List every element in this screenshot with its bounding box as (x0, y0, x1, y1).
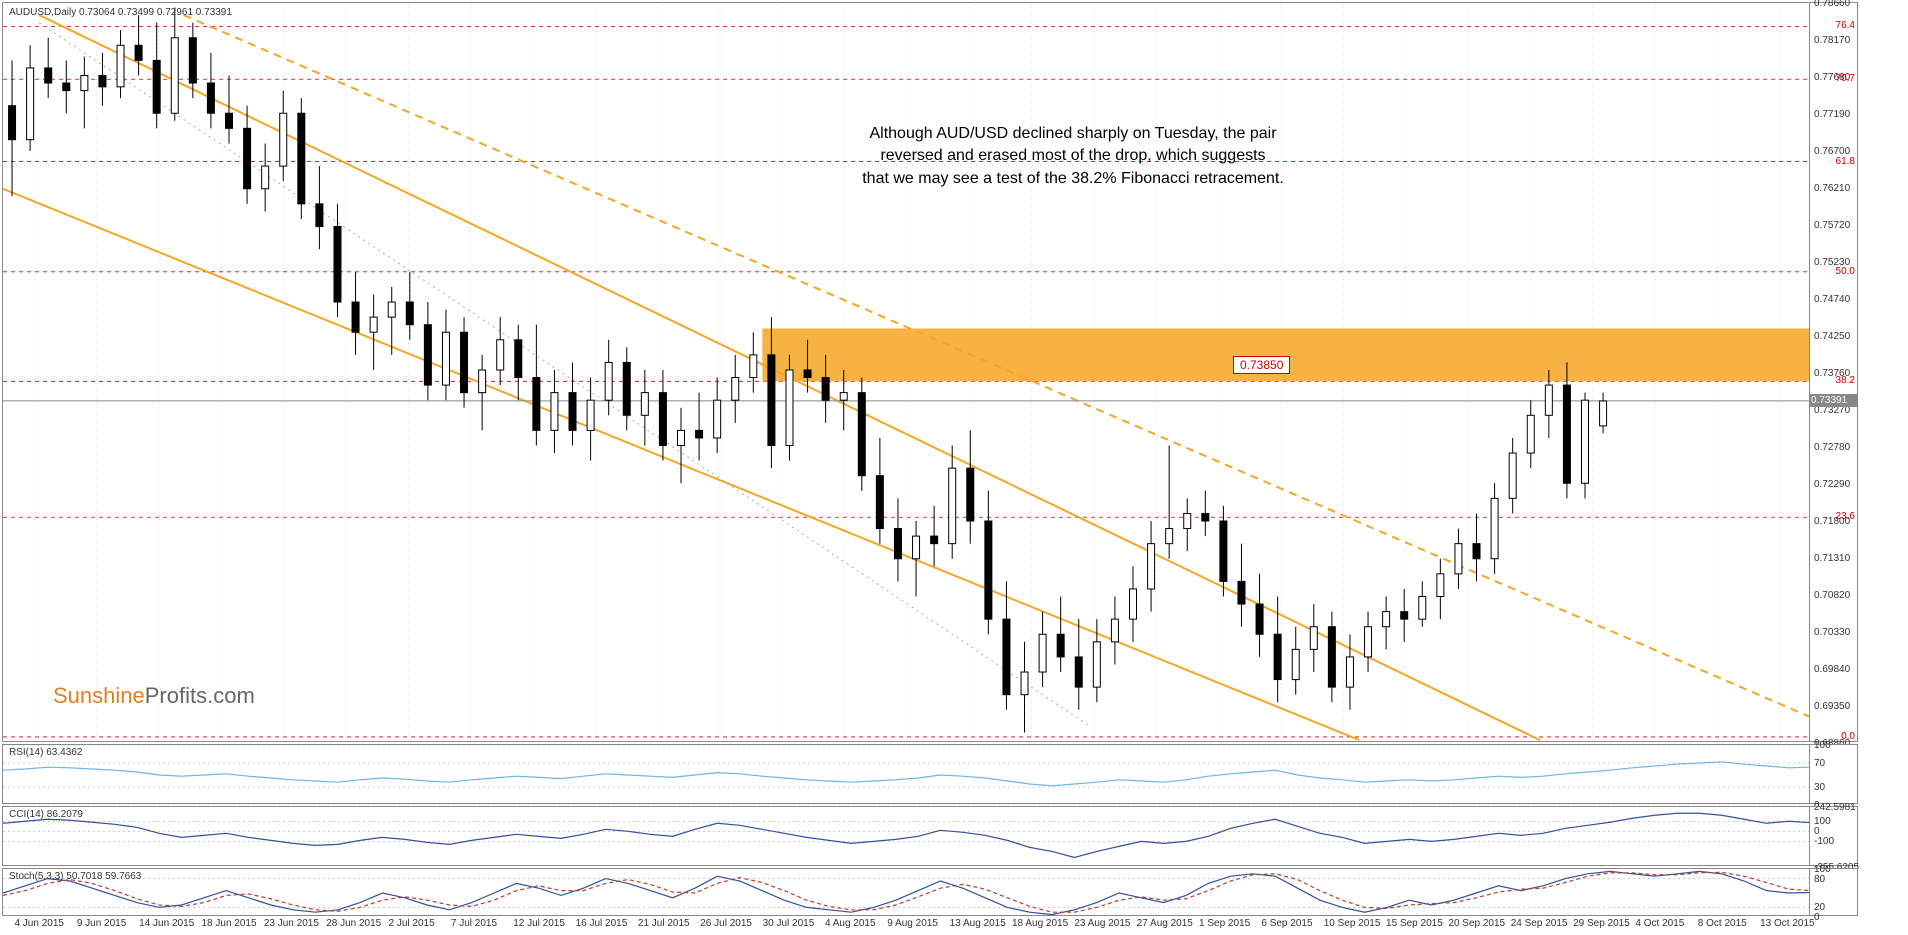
main-price-chart[interactable]: AUDUSD,Daily 0.73064 0.73499 0.72961 0.7… (2, 2, 1858, 742)
fib-label: 38.2 (1836, 375, 1855, 386)
fib-label: 70.7 (1836, 73, 1855, 84)
rsi-y-axis: 03070100 (1809, 745, 1857, 803)
cci-y-axis: 242.59811000-100-355.6205 (1809, 807, 1857, 865)
cci-label: CCI(14) 86.2079 (9, 809, 83, 820)
watermark: SunshineProfits.com (53, 683, 255, 709)
price-y-axis: 0.786600.781700.776800.771900.767000.762… (1809, 3, 1857, 741)
stoch-y-axis: 10080200 (1809, 869, 1857, 915)
rsi-chart[interactable]: RSI(14) 63.4362 03070100 (2, 744, 1858, 804)
chart-title: AUDUSD,Daily 0.73064 0.73499 0.72961 0.7… (9, 7, 232, 18)
fib-label: 23.6 (1836, 511, 1855, 522)
price-label-box: 0.73850 (1233, 356, 1290, 374)
date-x-axis: 4 Jun 20159 Jun 201514 Jun 201518 Jun 20… (2, 918, 1858, 934)
stoch-label: Stoch(5,3,3) 50.7018 59.7663 (9, 871, 141, 882)
current-price-tag: 0.73391 (1809, 394, 1857, 407)
fib-label: 61.8 (1836, 156, 1855, 167)
chart-annotation: Although AUD/USD declined sharply on Tue… (803, 123, 1343, 190)
stoch-chart[interactable]: Stoch(5,3,3) 50.7018 59.7663 10080200 (2, 868, 1858, 916)
rsi-label: RSI(14) 63.4362 (9, 747, 82, 758)
cci-chart[interactable]: CCI(14) 86.2079 242.59811000-100-355.620… (2, 806, 1858, 866)
fib-label: 76.4 (1836, 20, 1855, 31)
fib-label: 0.0 (1841, 731, 1855, 742)
fib-label: 50.0 (1836, 266, 1855, 277)
